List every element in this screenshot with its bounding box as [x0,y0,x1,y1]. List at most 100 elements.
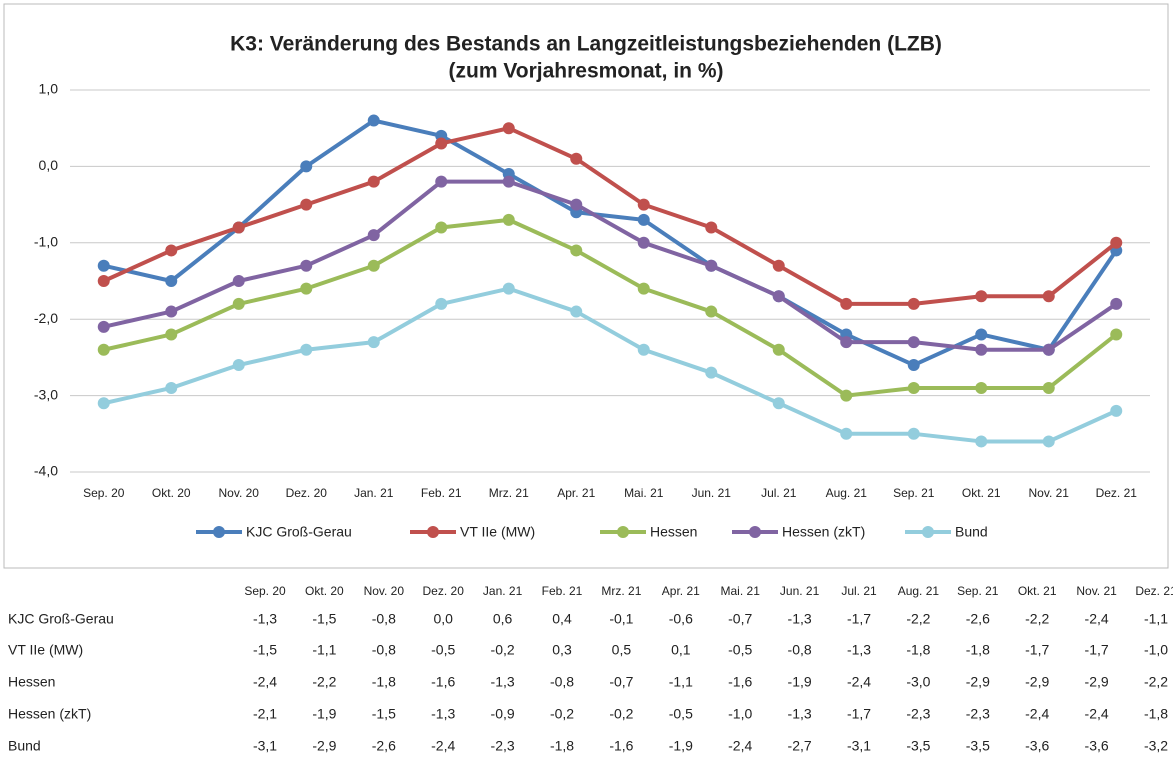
table-cell: -3,5 [966,738,990,754]
table-cell: -1,3 [788,611,812,627]
table-header: Nov. 21 [1076,584,1117,598]
marker [705,305,718,318]
x-tick-label: Nov. 20 [219,486,260,500]
table-cell: -2,3 [966,706,990,722]
marker [1110,328,1123,341]
table-cell: -1,8 [906,642,930,658]
y-tick-label: -4,0 [34,463,58,479]
table-cell: -1,8 [372,674,396,690]
marker [435,221,448,234]
table-header: Dez. 20 [423,584,465,598]
table-header: Okt. 21 [1018,584,1057,598]
marker [300,282,313,295]
table-cell: -1,5 [312,611,336,627]
legend-label: Hessen [650,524,697,540]
table-cell: -2,2 [312,674,336,690]
table-cell: -1,7 [1025,642,1049,658]
table-header: Jun. 21 [780,584,820,598]
marker [1110,236,1123,249]
marker [637,198,650,211]
table-cell: -2,4 [1025,706,1049,722]
table-cell: -3,6 [1085,738,1109,754]
marker [502,122,515,135]
x-tick-label: Nov. 21 [1029,486,1070,500]
series-line [103,217,1118,398]
table-cell: -0,8 [788,642,812,658]
marker [435,137,448,150]
table-cell: -0,8 [372,611,396,627]
legend-label: Hessen (zkT) [782,524,865,540]
table-cell: -0,2 [550,706,574,722]
table-cell: -3,5 [906,738,930,754]
table-cell: -2,1 [253,706,277,722]
table-row-label: Bund [8,738,41,754]
marker [300,198,313,211]
marker [907,381,920,394]
x-tick-label: Sep. 21 [893,486,935,500]
table-cell: -0,8 [372,642,396,658]
marker [502,282,515,295]
table-cell: -1,8 [550,738,574,754]
x-tick-label: Dez. 21 [1096,486,1138,500]
marker [570,305,583,318]
table-header: Feb. 21 [542,584,583,598]
legend-marker [213,526,225,538]
table-cell: -1,8 [1144,706,1168,722]
marker [97,320,110,333]
table-cell: -1,1 [669,674,693,690]
x-tick-label: Mai. 21 [624,486,664,500]
y-tick-label: -1,0 [34,234,58,250]
legend-label: VT IIe (MW) [460,524,535,540]
marker [840,297,853,310]
chart-frame [3,3,1169,569]
marker [1110,297,1123,310]
marker [772,290,785,303]
table-header: Jan. 21 [483,584,523,598]
marker [637,343,650,356]
marker [1042,290,1055,303]
marker [502,175,515,188]
marker [502,213,515,226]
legend-marker [427,526,439,538]
table-cell: -2,4 [253,674,277,690]
table-cell: 0,0 [433,611,453,627]
table-header: Okt. 20 [305,584,344,598]
marker [840,389,853,402]
marker [975,328,988,341]
table-row-label: Hessen [8,674,55,690]
table-cell: 0,5 [612,642,632,658]
table-cell: -0,5 [728,642,752,658]
marker [232,297,245,310]
marker [637,236,650,249]
table-header: Sep. 21 [957,584,999,598]
table-row-label: Hessen (zkT) [8,706,91,722]
marker [570,152,583,165]
table-cell: -2,6 [966,611,990,627]
x-tick-label: Feb. 21 [421,486,462,500]
table-header: Dez. 21 [1135,584,1173,598]
marker [367,259,380,272]
table-cell: -2,2 [906,611,930,627]
table-header: Nov. 20 [364,584,405,598]
marker [435,175,448,188]
marker [165,305,178,318]
table-cell: -2,6 [372,738,396,754]
marker [570,198,583,211]
table-header: Sep. 20 [244,584,286,598]
series-line [103,286,1118,444]
table-cell: -2,2 [1025,611,1049,627]
table-row-label: KJC Groß-Gerau [8,611,114,627]
table-cell: -0,1 [609,611,633,627]
marker [300,343,313,356]
table-cell: 0,4 [552,611,572,627]
y-tick-label: 0,0 [39,157,59,173]
marker [300,259,313,272]
table-cell: -2,9 [1085,674,1109,690]
marker [772,343,785,356]
table-cell: -0,2 [491,642,515,658]
marker [705,221,718,234]
table-header: Mai. 21 [721,584,761,598]
table-cell: -2,4 [431,738,455,754]
series-line [103,118,1118,368]
table-header: Aug. 21 [898,584,940,598]
